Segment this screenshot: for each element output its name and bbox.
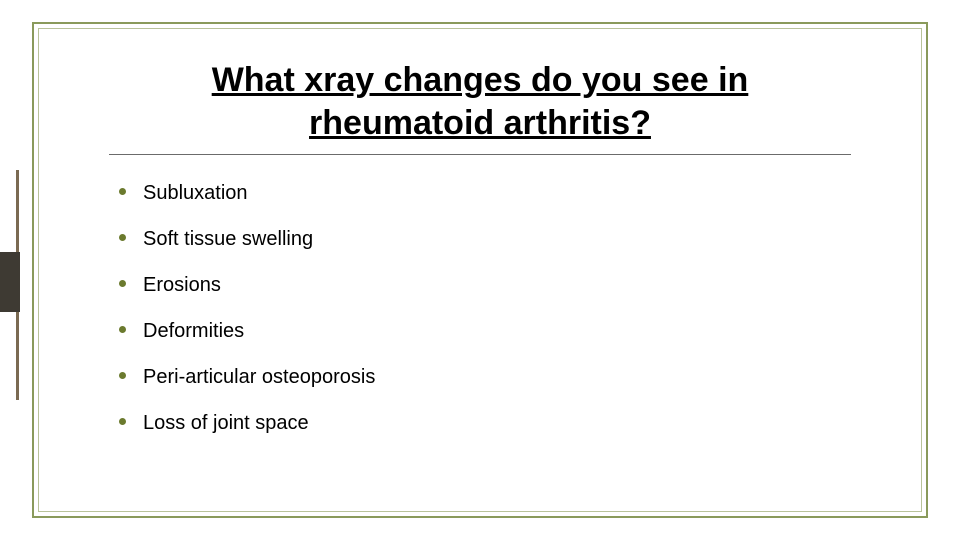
- slide-outer-frame: What xray changes do you see in rheumato…: [32, 22, 928, 518]
- list-item-text: Deformities: [143, 320, 244, 342]
- list-item: Peri-articular osteoporosis: [119, 363, 861, 391]
- list-item: Subluxation: [119, 179, 861, 207]
- list-item: Soft tissue swelling: [119, 225, 861, 253]
- slide-title: What xray changes do you see in rheumato…: [120, 59, 840, 144]
- left-accent-block: [0, 252, 20, 312]
- title-underline-rule: [109, 154, 851, 155]
- list-item-text: Subluxation: [143, 182, 248, 204]
- list-item: Erosions: [119, 271, 861, 299]
- list-item: Loss of joint space: [119, 409, 861, 437]
- list-item-text: Soft tissue swelling: [143, 228, 313, 250]
- list-item: Deformities: [119, 317, 861, 345]
- list-item-text: Erosions: [143, 274, 221, 296]
- bullet-list: Subluxation Soft tissue swelling Erosion…: [99, 179, 861, 437]
- bullet-icon: [119, 372, 126, 379]
- bullet-icon: [119, 326, 126, 333]
- list-item-text: Loss of joint space: [143, 412, 309, 434]
- bullet-icon: [119, 188, 126, 195]
- bullet-icon: [119, 234, 126, 241]
- bullet-icon: [119, 280, 126, 287]
- bullet-icon: [119, 418, 126, 425]
- list-item-text: Peri-articular osteoporosis: [143, 366, 375, 388]
- slide-inner-frame: What xray changes do you see in rheumato…: [38, 28, 922, 512]
